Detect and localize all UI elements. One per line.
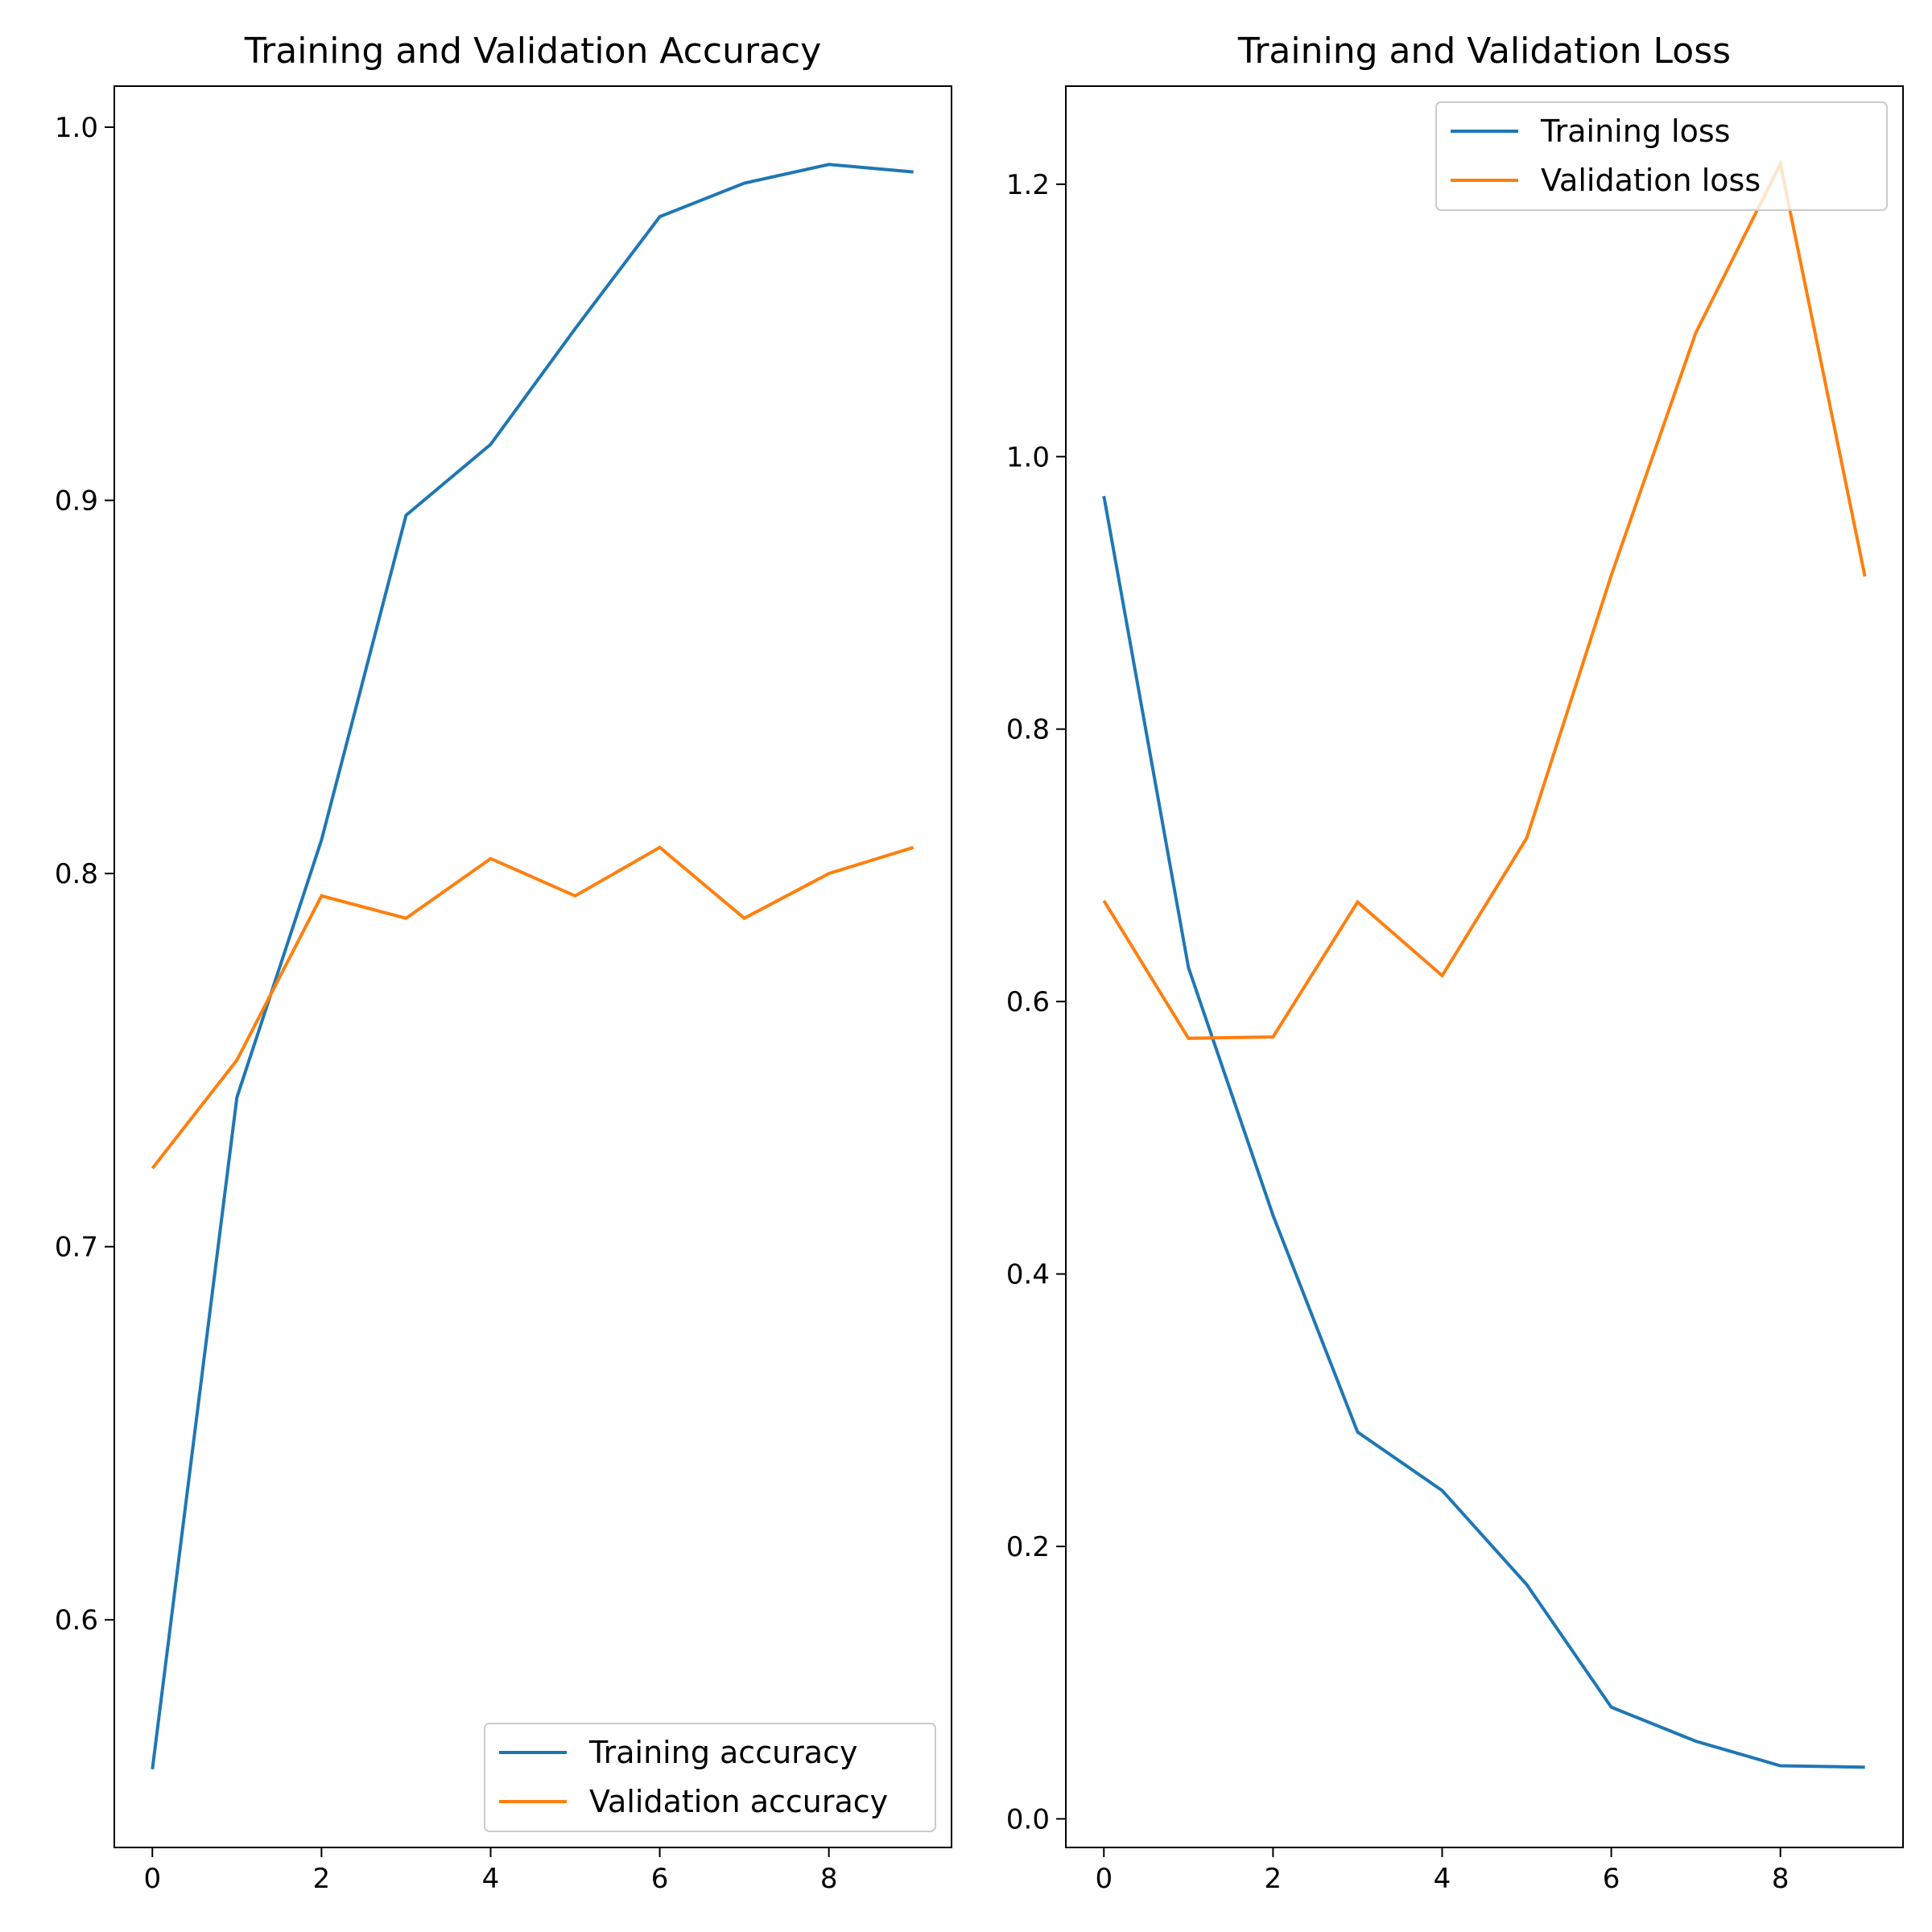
- y-tick-label: 0.8: [1006, 714, 1050, 746]
- legend-box: [484, 1723, 936, 1832]
- x-tick-label: 2: [1265, 1863, 1282, 1895]
- x-tick-label: 6: [651, 1863, 669, 1895]
- y-tick-label: 0.8: [55, 858, 98, 890]
- y-tick-label: 1.0: [1006, 441, 1050, 473]
- y-tick-label: 1.2: [1006, 169, 1050, 201]
- x-tick-label: 8: [820, 1863, 838, 1895]
- y-tick-label: 1.0: [55, 112, 98, 144]
- series-line-validation-loss: [1102, 159, 1867, 1040]
- legend-label: Validation accuracy: [589, 1784, 888, 1819]
- series-line-validation-accuracy: [151, 845, 914, 1170]
- series-line-training-accuracy: [151, 163, 914, 1769]
- x-tick-label: 0: [1095, 1863, 1113, 1895]
- accuracy-chart: Training and Validation Accuracy 0 2 4 6 8 0.…: [55, 31, 952, 1895]
- y-tick-label: 0.7: [55, 1232, 98, 1264]
- y-tick-label: 0.0: [1006, 1803, 1050, 1835]
- y-tick-label: 0.6: [1006, 986, 1050, 1018]
- y-tick-label: 0.4: [1006, 1259, 1050, 1291]
- axes-frame: [114, 85, 952, 1848]
- x-tick-label: 2: [313, 1863, 331, 1895]
- x-tick-label: 4: [482, 1863, 500, 1895]
- legend-label: Training accuracy: [588, 1735, 857, 1770]
- chart-title: Training and Validation Accuracy: [244, 31, 822, 72]
- y-tick-label: 0.2: [1006, 1531, 1050, 1563]
- legend: Training accuracy Validation accuracy: [484, 1723, 936, 1832]
- loss-chart: Training and Validation Loss 0 2 4 6 8 0.0 0.2…: [1006, 31, 1904, 1895]
- legend: Training loss Validation loss: [1435, 101, 1888, 211]
- plot-lines: [1102, 159, 1867, 1769]
- axis-ticks: 0 2 4 6 8 0.0 0.2 0.4 0.6 0.8 1.0 1.2: [1006, 169, 1790, 1895]
- axis-ticks: 0 2 4 6 8 0.6 0.7 0.8 0.9 1.0: [55, 112, 838, 1895]
- y-tick-label: 0.6: [55, 1604, 98, 1637]
- legend-label: Training loss: [1540, 114, 1730, 149]
- chart-title: Training and Validation Loss: [1237, 31, 1731, 72]
- legend-label: Validation loss: [1541, 163, 1761, 198]
- plot-lines: [151, 163, 914, 1769]
- x-tick-label: 4: [1434, 1863, 1451, 1895]
- x-tick-label: 0: [143, 1863, 161, 1895]
- x-tick-label: 8: [1772, 1863, 1790, 1895]
- x-tick-label: 6: [1603, 1863, 1620, 1895]
- series-line-training-loss: [1102, 495, 1865, 1769]
- legend-box: [1435, 101, 1888, 211]
- axes-frame: [1065, 85, 1904, 1848]
- y-tick-label: 0.9: [55, 485, 98, 518]
